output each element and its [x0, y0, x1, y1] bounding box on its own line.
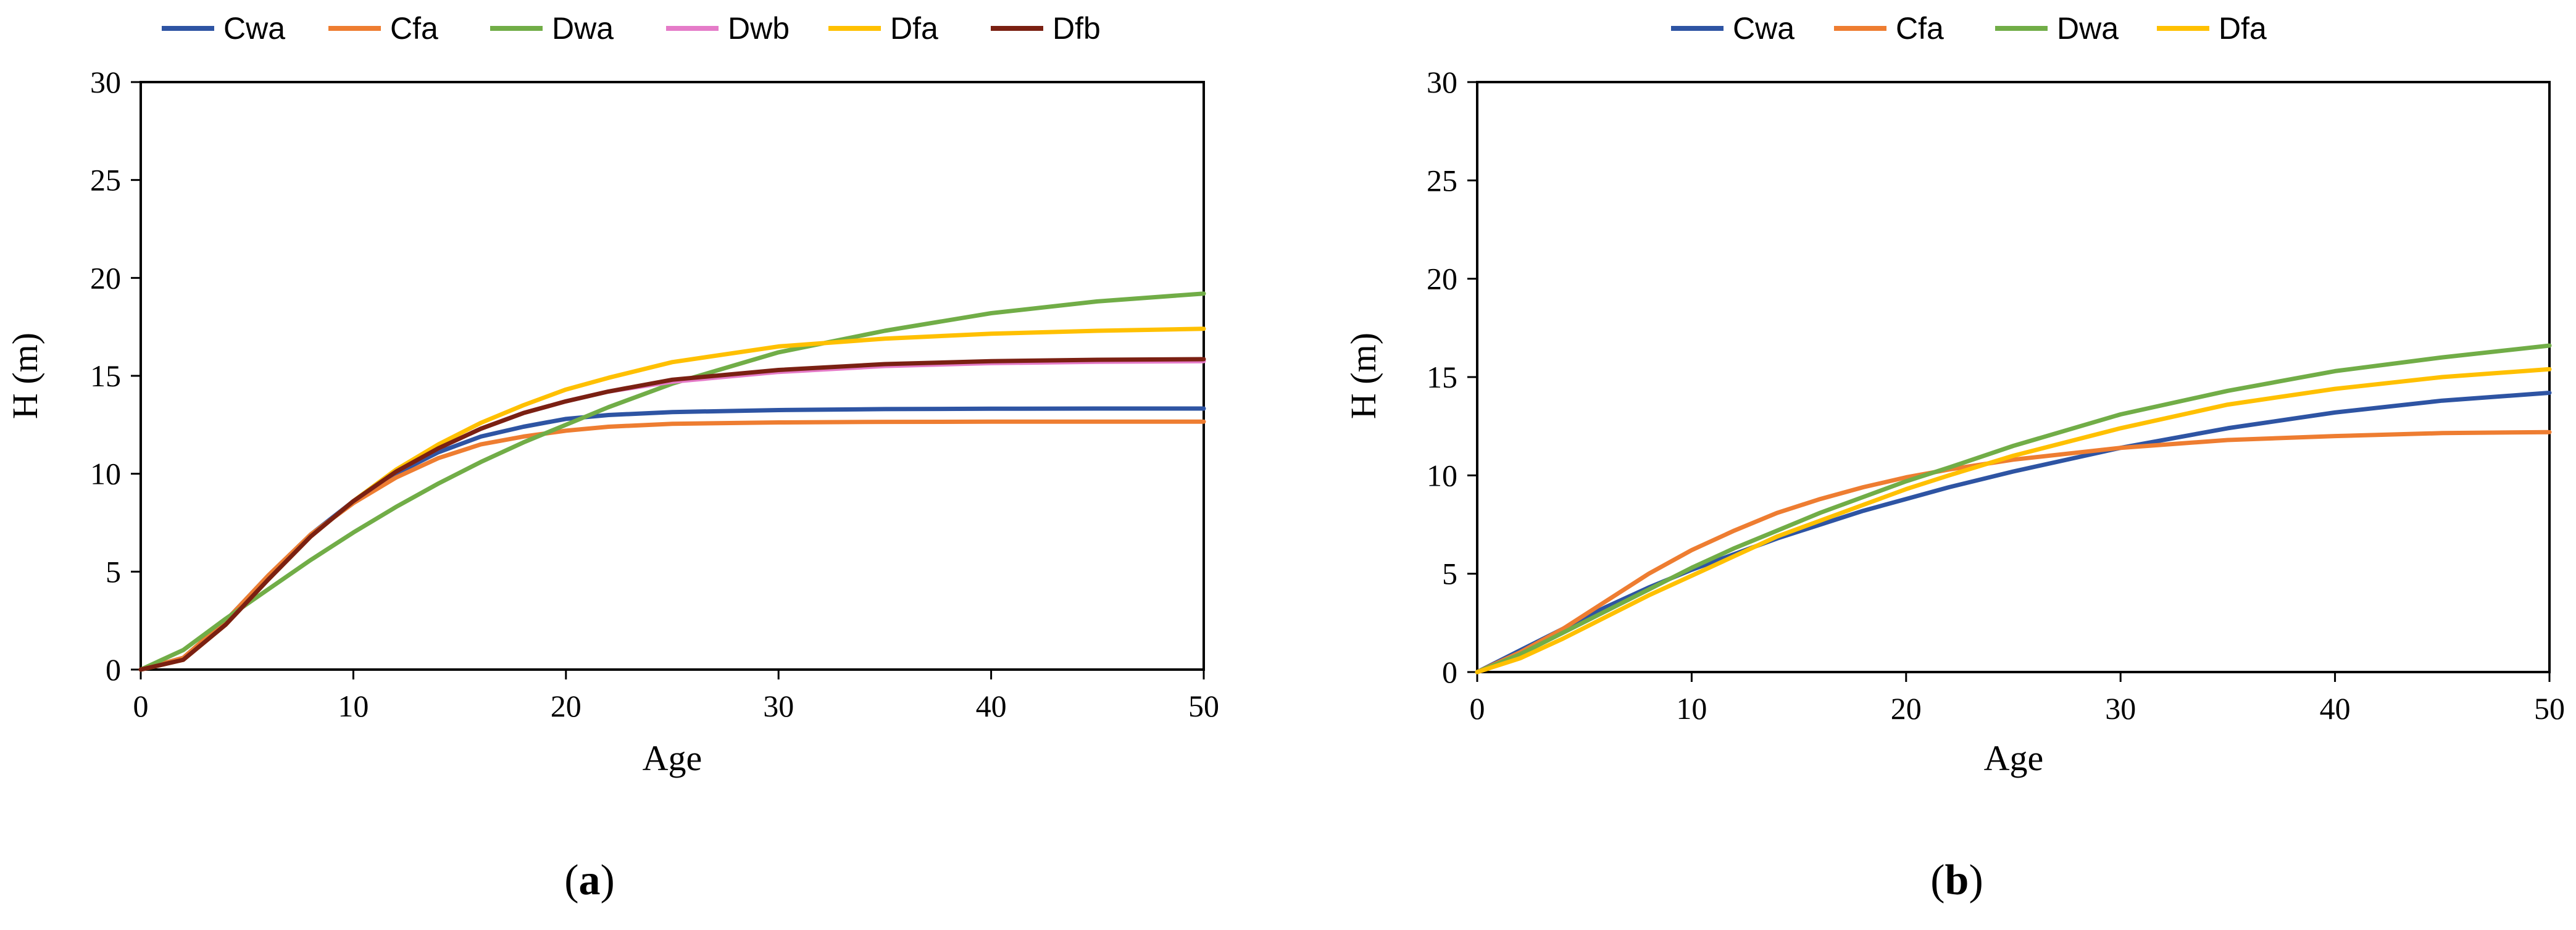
legend-label-dwb: Dwb — [728, 11, 790, 46]
legend: Cwa Cfa Dwa Dfa — [1671, 11, 2267, 46]
x-axis-title: Age — [1984, 738, 2044, 778]
y-tick-label: 15 — [90, 359, 121, 393]
y-tick-label: 25 — [1427, 163, 1457, 197]
panel-caption: (a) — [564, 857, 615, 904]
y-tick-label: 5 — [106, 554, 121, 589]
y-tick-label: 20 — [90, 260, 121, 295]
x-tick-label: 50 — [1188, 689, 1219, 723]
x-tick-label: 20 — [1891, 691, 1922, 726]
y-tick-label: 10 — [1427, 458, 1457, 492]
x-axis-title: Age — [643, 738, 702, 778]
legend-label-dfb: Dfb — [1052, 11, 1101, 46]
plot-frame — [140, 81, 1205, 671]
y-tick-label: 20 — [1427, 262, 1457, 296]
legend-label-cfa: Cfa — [1896, 11, 1944, 46]
x-tick-label: 30 — [2105, 691, 2136, 726]
series-line-dwa — [1475, 343, 2552, 675]
series-line-dfa — [1475, 367, 2552, 675]
series-line-cwa — [138, 406, 1206, 672]
y-tick-label: 0 — [106, 652, 121, 687]
legend-label-cfa: Cfa — [390, 11, 438, 46]
legend-label-cwa: Cwa — [1733, 11, 1794, 46]
chart-panel-b: 0 5 10 15 20 25 30 0 10 20 30 40 50 H (m) Age Cwa Cfa Dwa… — [1343, 11, 2565, 904]
series-line-cfa — [1475, 430, 2552, 675]
x-tick-label: 10 — [1676, 691, 1707, 726]
panel-caption: (b) — [1930, 857, 1983, 904]
x-tick-label: 20 — [551, 689, 581, 723]
y-axis-title: H (m) — [5, 333, 45, 419]
plot-frame — [1476, 81, 2551, 673]
legend-label-dwa: Dwa — [552, 11, 614, 46]
legend-label-dwa: Dwa — [2057, 11, 2119, 46]
chart-panel-a: 0 5 10 15 20 25 30 0 10 20 30 40 50 H (m) Age Cwa Cfa Dwa… — [5, 11, 1219, 904]
x-tick-label: 0 — [133, 689, 149, 723]
x-tick-label: 40 — [976, 689, 1007, 723]
series-line-cwa — [1475, 391, 2552, 675]
legend-label-cwa: Cwa — [223, 11, 285, 46]
y-tick-label: 10 — [90, 457, 121, 491]
x-tick-label: 0 — [1470, 691, 1485, 726]
x-tick-label: 40 — [2320, 691, 2351, 726]
legend-label-dfa: Dfa — [2219, 11, 2267, 46]
y-tick-label: 5 — [1442, 557, 1457, 591]
series-line-dfb — [138, 357, 1206, 672]
x-tick-label: 30 — [763, 689, 794, 723]
legend-label-dfa: Dfa — [890, 11, 938, 46]
x-tick-label: 10 — [338, 689, 369, 723]
y-tick-label: 15 — [1427, 360, 1457, 394]
y-tick-label: 30 — [1427, 65, 1457, 99]
y-tick-label: 0 — [1442, 655, 1457, 689]
y-axis-title: H (m) — [1343, 333, 1383, 419]
series-line-cfa — [138, 419, 1206, 672]
y-tick-label: 30 — [90, 65, 121, 99]
legend: Cwa Cfa Dwa Dwb Dfa Dfb — [162, 11, 1101, 46]
y-tick-label: 25 — [90, 163, 121, 197]
series-line-dwa — [138, 291, 1206, 672]
x-tick-label: 50 — [2534, 691, 2565, 726]
